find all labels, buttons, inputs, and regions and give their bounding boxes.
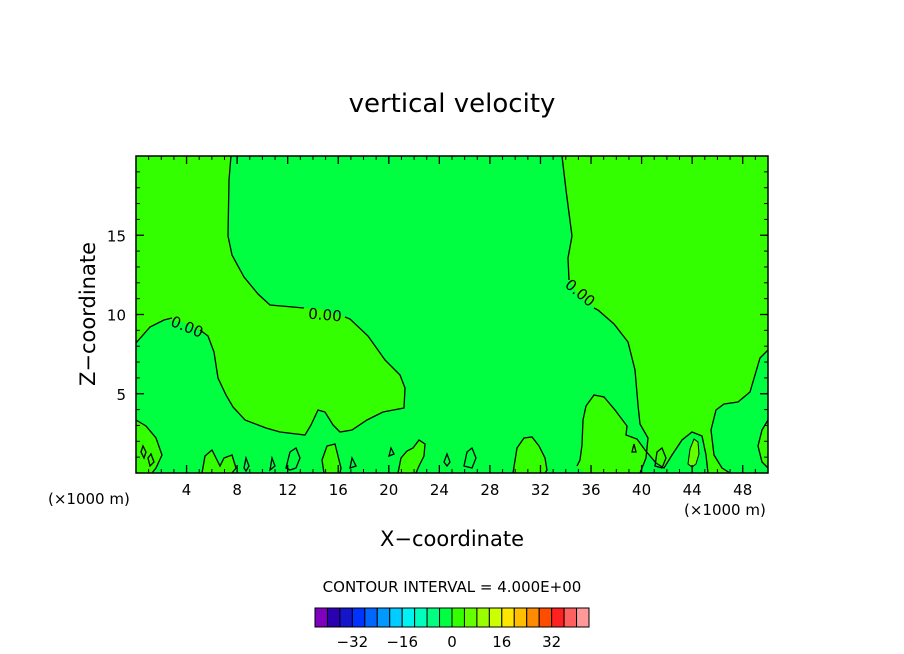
chart-title: vertical velocity: [349, 89, 556, 119]
zero-contour-small-15: [654, 446, 667, 469]
colorbar-swatch: [401, 607, 416, 628]
colorbar-tick-label: −32: [337, 633, 369, 651]
zero-contour-small-12: [147, 452, 155, 468]
zero-contour-right-3: [710, 349, 769, 474]
x-tick-label: 24: [430, 481, 449, 499]
zero-contour-right-bottom: [757, 419, 769, 469]
contour-interval-label: CONTOUR INTERVAL = 4.000E+00: [323, 578, 582, 596]
zero-contour-small-10: [463, 446, 477, 469]
zero-contour-small-5: [243, 455, 250, 473]
zero-contour-small-11: [140, 444, 147, 460]
positive-region-left: [136, 156, 405, 435]
colorbar-swatch: [326, 607, 341, 628]
colorbar-tick-label: 32: [542, 633, 561, 651]
colorbar-swatch: [513, 607, 528, 628]
x-tick-label: 20: [379, 481, 398, 499]
colorbar-swatch: [488, 607, 503, 628]
x-tick-label: 8: [232, 481, 242, 499]
y-tick-label: 5: [116, 386, 126, 404]
y-tick-label: 15: [107, 227, 126, 245]
colorbar-tick-label: −16: [386, 633, 418, 651]
colorbar-swatch: [314, 607, 328, 628]
colorbar-swatch: [476, 607, 490, 628]
colorbar-swatch: [376, 607, 391, 628]
colorbar-swatch: [351, 607, 366, 628]
colorbar-swatch: [389, 607, 403, 628]
x-axis-unit-left: (×1000 m): [48, 490, 130, 508]
x-tick-label: 4: [182, 481, 192, 499]
zero-contour-small-1: [201, 448, 237, 474]
zero-contour-left-3: [135, 317, 173, 344]
positive-region-small-3: [398, 440, 425, 473]
colorbar-swatch: [339, 607, 353, 628]
x-axis-title: X−coordinate: [380, 527, 524, 551]
colorbar-swatch: [451, 607, 465, 628]
zero-contour-small-13: [388, 446, 395, 458]
x-tick-label: 44: [683, 481, 702, 499]
x-tick-label: 40: [632, 481, 651, 499]
x-tick-label: 12: [278, 481, 297, 499]
x-tick-label: 48: [733, 481, 752, 499]
positive-region-right: [562, 156, 768, 473]
zero-contour-small-2: [321, 443, 342, 474]
zero-contour-small-8: [349, 456, 357, 469]
colorbar-tick-label: 16: [492, 633, 511, 651]
zero-contour-small-4: [512, 436, 548, 474]
x-axis-ticks: 4 8 12 16 20 24 28 32 36 40 44 48: [148, 156, 756, 499]
colorbar-swatch: [501, 607, 515, 628]
colorbar-swatch: [576, 607, 590, 628]
contour-label-0-middle: 0.00: [308, 305, 343, 326]
x-tick-label: 32: [531, 481, 550, 499]
colorbar-swatch: [563, 607, 578, 628]
colorbar-tick-labels: −32 −16 0 16 32: [337, 633, 562, 651]
y-axis-ticks: 5 10 15: [107, 171, 768, 458]
zero-contour-right-2: [593, 307, 649, 474]
colorbar-swatch: [364, 607, 378, 628]
y-axis-title: Z−coordinate: [76, 242, 100, 386]
colorbar-swatch: [463, 607, 478, 628]
zero-contour-small-14: [631, 443, 637, 453]
plot-area: 0.00 0.00 0.00: [135, 155, 769, 474]
positive-region-left-bottom: [136, 420, 162, 473]
colorbar-tick-label: 0: [447, 633, 457, 651]
y-tick-label: 10: [107, 307, 126, 325]
zero-contour-small-9: [443, 452, 451, 468]
zero-contour-small-6: [269, 455, 276, 472]
colorbar: [314, 607, 590, 628]
x-tick-label: 16: [329, 481, 348, 499]
colorbar-swatch: [526, 607, 540, 628]
zero-contour-left-2: [199, 316, 406, 436]
zero-contour-small-7: [285, 447, 301, 471]
zero-contour-left-bottom: [135, 419, 163, 474]
zero-contour-small-3: [397, 439, 426, 474]
x-axis-unit-right: (×1000 m): [684, 501, 766, 519]
zero-contour-left: [227, 155, 305, 309]
zero-contour-right: [561, 155, 573, 281]
colorbar-swatch: [551, 607, 565, 628]
colorbar-swatch: [538, 607, 553, 628]
colorbar-swatch: [439, 607, 453, 628]
colorbar-swatch: [414, 607, 428, 628]
x-tick-label: 28: [480, 481, 499, 499]
positive-region-small-1: [202, 450, 236, 473]
x-tick-label: 36: [581, 481, 600, 499]
zero-contour-right-4: [576, 394, 709, 474]
contour-lines: [135, 155, 769, 474]
colorbar-swatch: [426, 607, 441, 628]
